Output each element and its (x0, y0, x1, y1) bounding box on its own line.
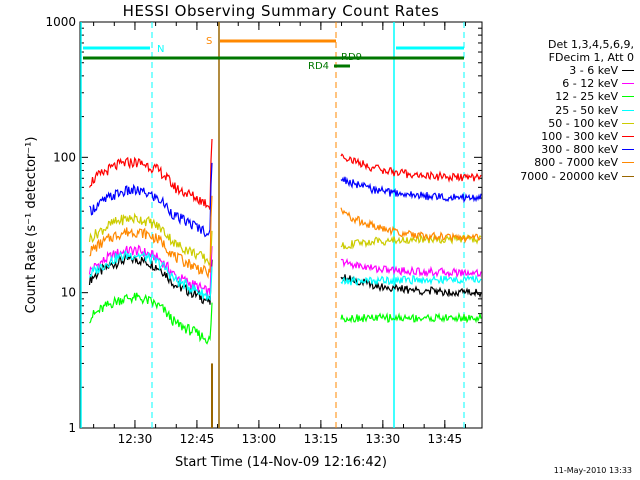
series-line-1 (340, 257, 482, 279)
series-line-6 (340, 176, 482, 204)
legend-swatch (622, 136, 634, 138)
x-tick-label: 13:15 (304, 432, 339, 446)
series-line-4 (340, 233, 482, 250)
y-tick-label: 1 (68, 421, 76, 435)
x-tick-label: 13:45 (428, 432, 463, 446)
y-tick-label: 1000 (45, 15, 76, 29)
legend-entry: 25 - 50 keV (484, 104, 634, 117)
legend-label: 7000 - 20000 keV (520, 169, 618, 183)
legend: Det 1,3,4,5,6,9, FDecim 1, Att 0 3 - 6 k… (484, 38, 634, 183)
legend-entry: 800 - 7000 keV (484, 156, 634, 169)
legend-entry: 300 - 800 keV (484, 143, 634, 156)
x-axis-label: Start Time (14-Nov-09 12:16:42) (175, 455, 387, 470)
series-line-2 (89, 292, 213, 345)
legend-swatch (622, 162, 634, 164)
legend-swatch (622, 83, 634, 85)
annotation-rd9: RD9 (341, 52, 362, 63)
legend-swatch (622, 175, 634, 177)
legend-entry: 3 - 6 keV (484, 64, 634, 77)
legend-entry: 50 - 100 keV (484, 117, 634, 130)
legend-label: 300 - 800 keV (541, 143, 618, 157)
legend-label: 800 - 7000 keV (534, 156, 618, 170)
series-line-1 (88, 244, 213, 297)
legend-swatch (622, 109, 634, 111)
legend-entry: 100 - 300 keV (484, 130, 634, 143)
legend-swatch (622, 122, 634, 124)
legend-label: 3 - 6 keV (569, 64, 618, 78)
legend-entry: 6 - 12 keV (484, 77, 634, 90)
series-line-3 (88, 250, 213, 301)
y-tick-label: 10 (61, 286, 76, 300)
annotation-rd4: RD4 (308, 61, 329, 72)
legend-label: 100 - 300 keV (541, 130, 618, 144)
annotation-s: S (206, 36, 212, 47)
legend-header-2: FDecim 1, Att 0 (548, 51, 634, 64)
y-axis-label: Count Rate (s⁻¹ detector⁻¹) (24, 137, 39, 314)
legend-label: 12 - 25 keV (555, 90, 618, 104)
series-line-5 (88, 138, 213, 210)
series-line-2 (340, 311, 482, 324)
x-tick-label: 13:30 (366, 432, 401, 446)
series-line-7 (89, 195, 213, 279)
legend-swatch (622, 70, 634, 72)
legend-swatch (622, 96, 634, 98)
y-tick-label: 100 (53, 150, 76, 164)
x-tick-label: 12:30 (118, 432, 153, 446)
x-tick-label: 13:00 (242, 432, 277, 446)
x-tick-label: 12:45 (180, 432, 215, 446)
legend-label: 6 - 12 keV (562, 77, 618, 91)
legend-entry: 12 - 25 keV (484, 90, 634, 103)
series-line-3 (340, 274, 482, 287)
legend-label: 25 - 50 keV (555, 103, 618, 117)
chart-title: HESSI Observing Summary Count Rates (122, 2, 440, 20)
legend-label: 50 - 100 keV (548, 116, 618, 130)
series-line-5 (340, 153, 482, 183)
legend-swatch (622, 149, 634, 151)
plot-frame (79, 21, 483, 429)
legend-entry: 7000 - 20000 keV (484, 170, 634, 183)
timestamp: 11-May-2010 13:33 (553, 466, 632, 475)
series-line-6 (89, 162, 213, 238)
legend-header-1: Det 1,3,4,5,6,9, (547, 38, 634, 51)
series-line-7 (340, 207, 482, 244)
series-line-4 (88, 212, 213, 266)
annotation-n: N (157, 44, 164, 55)
series-line-0 (340, 274, 482, 299)
